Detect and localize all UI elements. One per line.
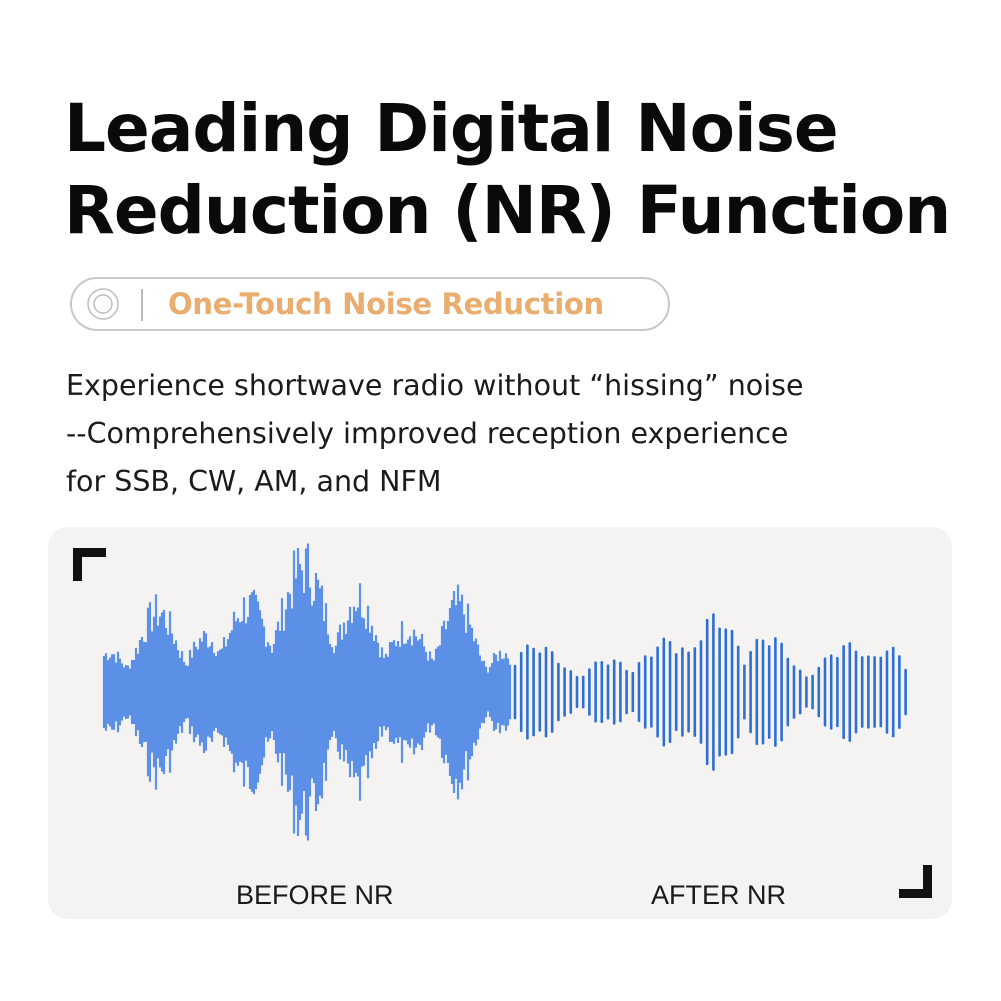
after-nr-label: AFTER NR	[651, 880, 786, 910]
headline-line-1: Leading Digital Noise	[64, 90, 839, 167]
noise-reduction-badge: One-Touch Noise Reduction	[70, 277, 670, 331]
radio-button-icon	[87, 288, 119, 320]
waveform-comparison-panel	[48, 527, 952, 919]
headline: Leading Digital Noise Reduction (NR) Fun…	[64, 88, 951, 252]
headline-line-2: Reduction (NR) Function	[64, 172, 951, 249]
description-line-3: for SSB, CW, AM, and NFM	[66, 465, 442, 498]
waveform-graphic	[73, 543, 932, 898]
corner-bracket-top-left-icon	[73, 548, 106, 581]
before-nr-label: BEFORE NR	[236, 880, 394, 910]
corner-bracket-bottom-right-icon	[899, 865, 932, 898]
description-line-1: Experience shortwave radio without “hiss…	[66, 369, 804, 402]
badge-label: One-Touch Noise Reduction	[168, 287, 604, 321]
before-nr-waveform	[102, 543, 512, 841]
badge-divider	[141, 289, 143, 321]
description-line-2: --Comprehensively improved reception exp…	[66, 417, 789, 450]
description: Experience shortwave radio without “hiss…	[66, 362, 804, 506]
after-nr-waveform	[513, 613, 907, 771]
